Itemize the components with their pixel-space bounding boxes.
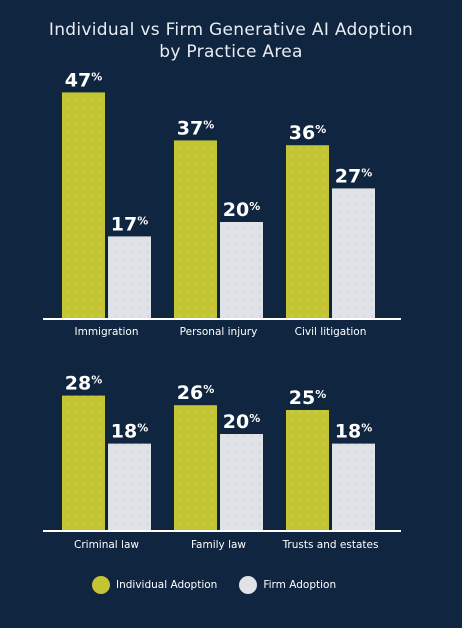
legend: Individual Adoption Firm Adoption bbox=[92, 575, 336, 595]
chart-panel-1: 47% 17% Immigration 37% 20% Personal injury 36… bbox=[43, 69, 401, 338]
category-label-immigration: Immigration bbox=[75, 326, 139, 338]
data-label-individual-civil-litigation: 36% bbox=[289, 122, 326, 144]
bar-individual-criminal-law bbox=[62, 395, 105, 530]
category-label-trusts-and-estates: Trusts and estates bbox=[282, 539, 379, 551]
bar-firm-criminal-law bbox=[108, 443, 151, 530]
bar-individual-family-law bbox=[174, 405, 217, 530]
legend-item-firm: Firm Adoption bbox=[239, 576, 336, 594]
bar-firm-trusts-and-estates bbox=[332, 443, 375, 530]
bar-firm-immigration bbox=[108, 236, 151, 318]
data-label-firm-trusts-and-estates: 18% bbox=[335, 421, 372, 443]
legend-label-firm: Firm Adoption bbox=[263, 579, 337, 591]
bar-firm-personal-injury bbox=[220, 222, 263, 318]
chart-title-line-2: by Practice Area bbox=[159, 42, 303, 62]
bar-individual-civil-litigation bbox=[286, 145, 329, 318]
data-label-individual-family-law: 26% bbox=[177, 382, 214, 404]
category-label-family-law: Family law bbox=[191, 539, 246, 551]
data-label-individual-immigration: 47% bbox=[65, 69, 102, 91]
bar-individual-immigration bbox=[62, 92, 105, 319]
data-label-individual-trusts-and-estates: 25% bbox=[289, 387, 326, 409]
bar-individual-trusts-and-estates bbox=[286, 410, 329, 530]
data-label-firm-personal-injury: 20% bbox=[223, 199, 260, 221]
category-label-civil-litigation: Civil litigation bbox=[295, 326, 367, 338]
chart-title: Individual vs Firm Generative AI Adoptio… bbox=[0, 19, 462, 63]
category-label-criminal-law: Criminal law bbox=[74, 539, 139, 551]
legend-label-individual: Individual Adoption bbox=[116, 579, 218, 591]
bar-firm-family-law bbox=[220, 434, 263, 530]
data-label-individual-personal-injury: 37% bbox=[177, 117, 214, 139]
chart-title-line-1: Individual vs Firm Generative AI Adoptio… bbox=[48, 20, 414, 40]
legend-swatch-firm bbox=[239, 576, 258, 594]
legend-swatch-individual bbox=[92, 576, 110, 594]
data-label-individual-criminal-law: 28% bbox=[65, 373, 102, 395]
data-label-firm-criminal-law: 18% bbox=[111, 421, 148, 443]
data-label-firm-civil-litigation: 27% bbox=[335, 165, 372, 187]
chart-panel-2: 28% 18% Criminal law 26% 20% Family law 25% 18%… bbox=[43, 373, 401, 551]
data-label-firm-family-law: 20% bbox=[223, 411, 260, 433]
legend-item-individual: Individual Adoption bbox=[92, 576, 217, 594]
bar-firm-civil-litigation bbox=[332, 188, 375, 318]
bar-individual-personal-injury bbox=[174, 140, 217, 318]
data-label-firm-immigration: 17% bbox=[111, 213, 148, 235]
category-label-personal-injury: Personal injury bbox=[180, 326, 258, 338]
